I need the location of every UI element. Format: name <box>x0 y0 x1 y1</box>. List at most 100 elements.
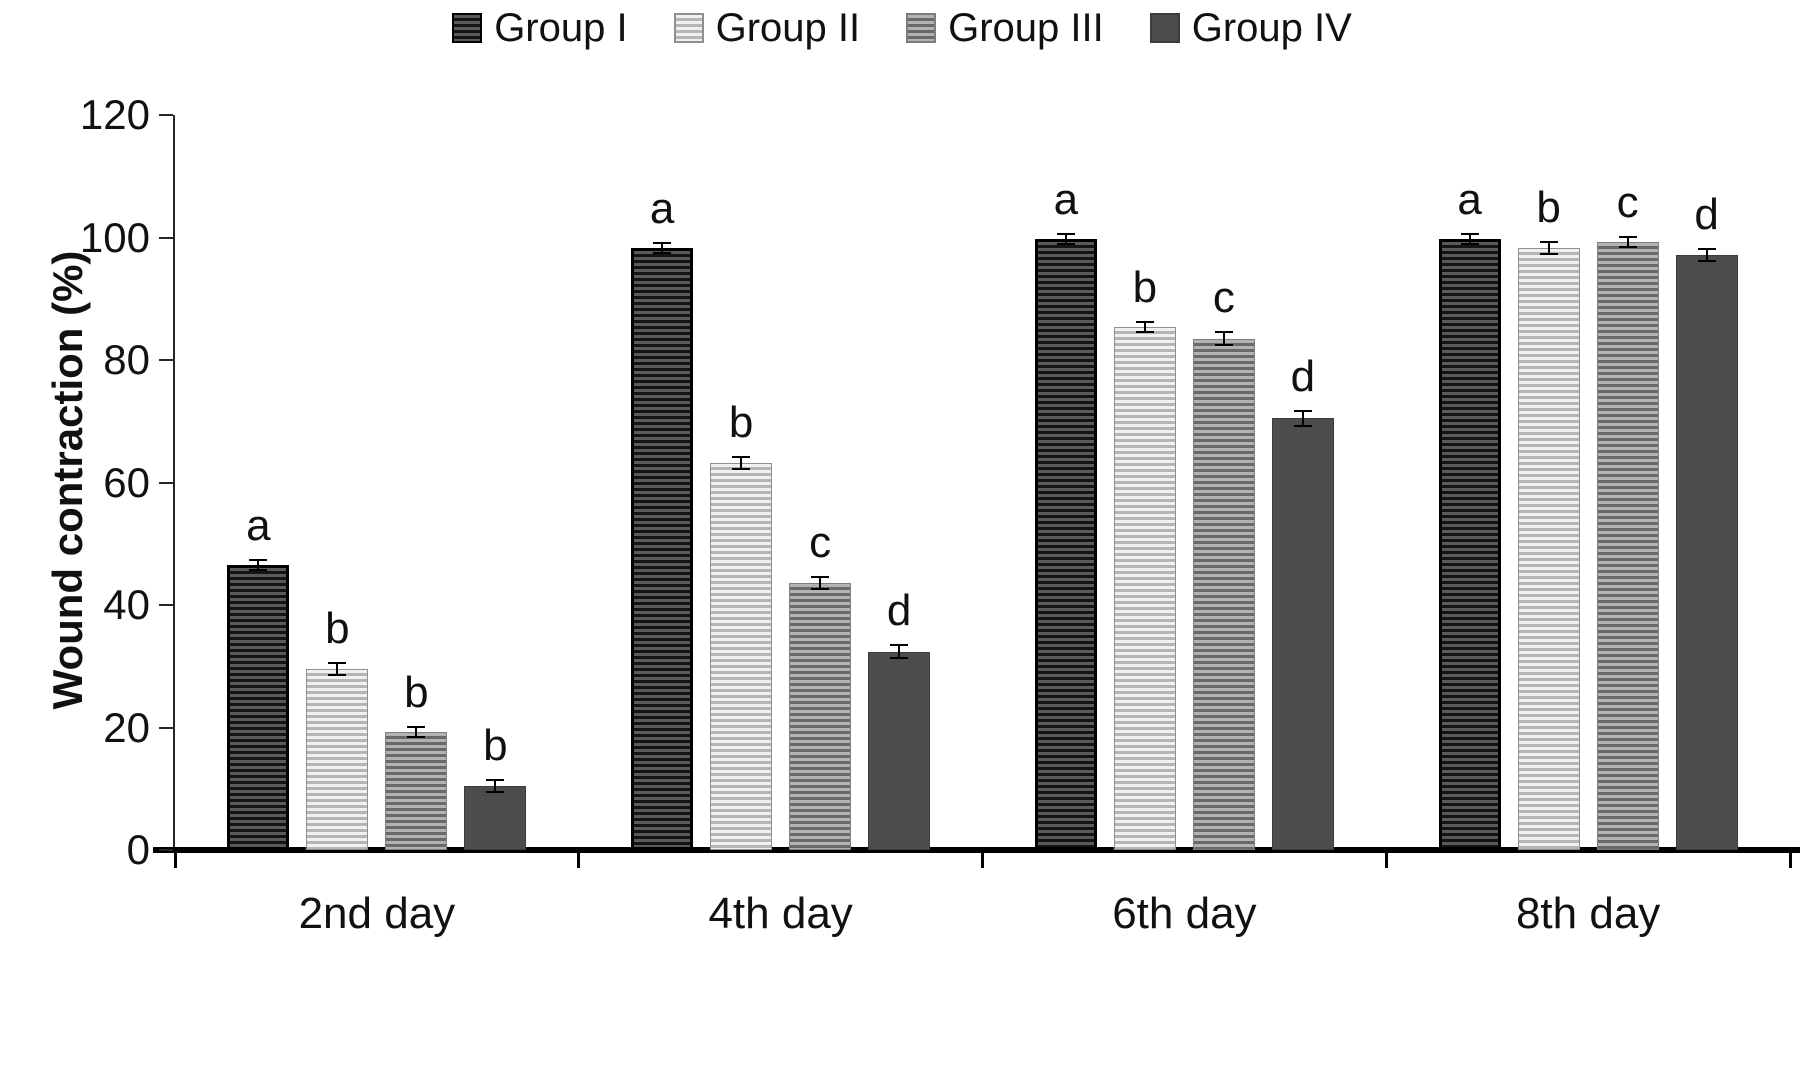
x-tick-label: 6th day <box>1112 889 1257 938</box>
error-bar-cap <box>1293 424 1312 427</box>
error-bar-cap <box>1460 232 1479 235</box>
bar-group-iii <box>789 582 852 850</box>
legend-label: Group II <box>715 6 861 50</box>
x-axis-tick <box>1384 853 1388 868</box>
x-tick-label: 8th day <box>1515 889 1661 938</box>
significance-letter: a <box>246 501 271 551</box>
y-axis-tick <box>159 359 173 361</box>
significance-letter: a <box>1457 174 1482 224</box>
error-bar <box>1468 233 1471 244</box>
plot-area: a b b b a b c d a b c d a b c d <box>153 114 1800 853</box>
error-bar <box>1547 241 1550 255</box>
significance-letter: c <box>809 517 832 567</box>
bar-group-ii <box>306 669 369 850</box>
error-bar-cap <box>890 656 909 659</box>
error-bar-cap <box>1056 232 1075 235</box>
error-bar-cap <box>328 674 347 677</box>
error-bar <box>740 456 743 470</box>
y-tick-label: 60 <box>103 458 150 506</box>
legend-item: Group I <box>452 6 628 50</box>
bar-group-i <box>1034 238 1097 850</box>
error-bar-cap <box>1539 240 1558 243</box>
error-bar-cap <box>1697 247 1716 250</box>
error-bar-cap <box>811 575 830 578</box>
error-bar-cap <box>1135 320 1154 323</box>
significance-letter: d <box>886 586 912 636</box>
bar-group-i <box>631 247 694 850</box>
bar-group-ii <box>1113 326 1176 850</box>
x-axis-line <box>153 847 1800 853</box>
error-bar <box>1222 332 1225 345</box>
error-bar <box>661 242 664 253</box>
legend-label: Group I <box>494 6 628 50</box>
significance-letter: b <box>404 667 429 717</box>
legend-swatch-icon <box>452 13 483 43</box>
significance-letter: b <box>325 604 350 654</box>
y-axis-tick <box>159 726 173 729</box>
legend-swatch-icon <box>673 13 704 43</box>
error-bar-cap <box>1056 242 1075 245</box>
legend-swatch-icon <box>906 13 937 43</box>
y-axis-line <box>173 115 175 850</box>
y-axis-tick <box>159 236 173 239</box>
y-axis-tick <box>159 604 173 606</box>
legend-swatch-icon <box>1149 13 1180 43</box>
error-bar <box>336 663 339 676</box>
y-tick-label: 0 <box>126 826 150 873</box>
legend-label: Group IV <box>1191 6 1352 50</box>
bar-group-iv <box>1271 418 1334 850</box>
error-bar-cap <box>1293 409 1312 412</box>
y-tick-label: 20 <box>103 703 150 751</box>
error-bar-cap <box>249 569 268 572</box>
error-bar-cap <box>653 241 672 244</box>
error-bar-cap <box>1214 343 1233 346</box>
error-bar <box>898 645 901 658</box>
error-bar-cap <box>732 455 751 458</box>
y-axis-tick <box>159 481 173 484</box>
significance-letter: c <box>1616 177 1639 227</box>
significance-letter: d <box>1694 189 1719 239</box>
bar-group-iv <box>1675 254 1738 850</box>
y-tick-label: 40 <box>103 581 150 628</box>
legend-item: Group IV <box>1149 6 1352 50</box>
bar-group-ii <box>1517 247 1580 850</box>
y-axis-tick <box>159 114 173 116</box>
bar-group-iv <box>464 786 527 850</box>
y-tick-label: 120 <box>79 91 150 138</box>
error-bar <box>1064 233 1067 244</box>
legend-label: Group III <box>948 6 1104 50</box>
bar-group-iii <box>1596 241 1659 850</box>
significance-letter: b <box>1536 182 1561 232</box>
error-bar <box>1626 236 1629 247</box>
error-bar <box>1301 410 1304 426</box>
error-bar-cap <box>1539 253 1558 256</box>
bar-group-iii <box>385 731 448 850</box>
y-tick-label: 80 <box>103 336 150 383</box>
error-bar-cap <box>1618 245 1637 248</box>
bar-group-i <box>1438 238 1501 850</box>
x-axis-tick <box>981 853 984 868</box>
x-tick-label: 2nd day <box>298 889 456 938</box>
error-bar <box>819 576 822 590</box>
error-bar-cap <box>890 644 909 647</box>
error-bar-cap <box>653 251 672 254</box>
bar-group-i <box>227 565 290 850</box>
legend-item: Group II <box>673 6 861 50</box>
significance-letter: a <box>1053 174 1079 224</box>
error-bar-cap <box>407 725 426 728</box>
error-bar <box>494 780 497 793</box>
significance-letter: a <box>649 183 675 233</box>
error-bar-cap <box>732 468 751 471</box>
error-bar-cap <box>1618 235 1637 238</box>
error-bar-cap <box>1214 331 1233 334</box>
error-bar-cap <box>811 588 830 591</box>
error-bar-cap <box>1697 259 1716 262</box>
significance-letter: d <box>1290 351 1316 401</box>
x-axis-tick <box>1788 853 1792 868</box>
legend: Group I Group II Group III Group IV <box>0 8 1804 48</box>
bar-group-ii <box>710 462 773 850</box>
y-tick-label: 100 <box>79 213 150 261</box>
significance-letter: b <box>1132 262 1158 312</box>
error-bar-cap <box>1460 242 1479 245</box>
error-bar-cap <box>328 662 347 665</box>
